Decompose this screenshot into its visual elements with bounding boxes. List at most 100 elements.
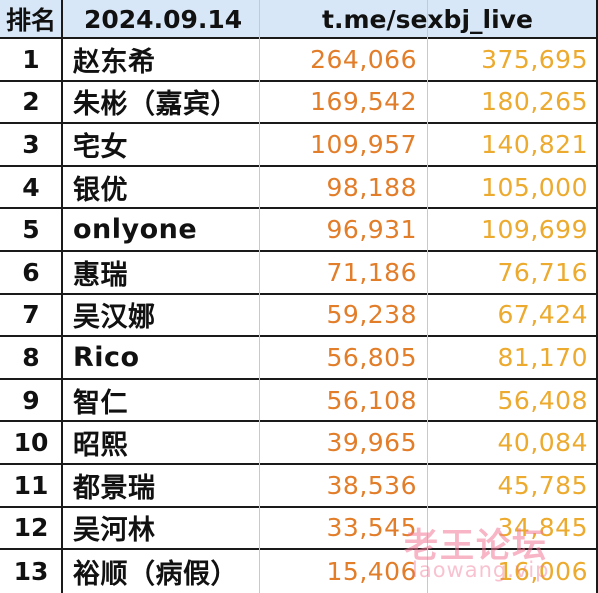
table-row: 6 惠瑞 71,186 76,716 <box>0 252 598 295</box>
streamer-name-cell: 智仁 <box>62 380 259 421</box>
value-primary: 96,931 <box>326 215 417 245</box>
value-secondary: 67,424 <box>497 300 588 330</box>
value-secondary: 40,084 <box>497 428 588 458</box>
value-secondary-cell: 105,000 <box>427 167 598 208</box>
streamer-name: 赵东希 <box>73 46 156 78</box>
value-primary: 264,066 <box>310 44 417 74</box>
value-primary-cell: 98,188 <box>259 167 427 208</box>
rank-number: 1 <box>22 44 40 74</box>
table-row: 10 昭熙 39,965 40,084 <box>0 422 598 465</box>
value-primary: 38,536 <box>326 470 417 500</box>
rank-number: 4 <box>22 172 40 202</box>
rank-number-cell: 9 <box>0 380 62 421</box>
value-primary: 39,965 <box>326 428 417 458</box>
streamer-name: 吴汉娜 <box>73 302 156 334</box>
streamer-name-cell: Rico <box>62 337 259 378</box>
table-row: 13 裕顺（病假） 15,406 16,006 <box>0 550 598 593</box>
rank-number-cell: 3 <box>0 124 62 165</box>
table-row: 2 朱彬（嘉宾） 169,542 180,265 <box>0 82 598 125</box>
value-secondary: 45,785 <box>497 470 588 500</box>
value-primary-cell: 33,545 <box>259 508 427 549</box>
value-primary-cell: 15,406 <box>259 550 427 593</box>
value-secondary-cell: 67,424 <box>427 295 598 336</box>
rank-number-cell: 13 <box>0 550 62 593</box>
streamer-name-cell: 银优 <box>62 167 259 208</box>
value-secondary-cell: 45,785 <box>427 465 598 506</box>
rank-number: 10 <box>13 428 49 458</box>
streamer-name: Rico <box>73 341 140 373</box>
value-primary-cell: 56,108 <box>259 380 427 421</box>
value-primary-cell: 96,931 <box>259 209 427 250</box>
value-secondary: 34,845 <box>497 513 588 543</box>
rank-number-cell: 12 <box>0 508 62 549</box>
table-row: 5 onlyone 96,931 109,699 <box>0 209 598 252</box>
value-secondary: 180,265 <box>481 87 588 117</box>
streamer-name: 朱彬（嘉宾） <box>73 89 238 121</box>
value-primary-cell: 169,542 <box>259 82 427 123</box>
table-row: 3 宅女 109,957 140,821 <box>0 124 598 167</box>
value-primary: 56,805 <box>326 342 417 372</box>
value-secondary: 56,408 <box>497 385 588 415</box>
column-divider-value <box>427 0 428 593</box>
value-secondary: 16,006 <box>497 556 588 586</box>
streamer-name: 智仁 <box>73 387 128 419</box>
rank-number: 8 <box>22 342 40 372</box>
table-row: 11 都景瑞 38,536 45,785 <box>0 465 598 508</box>
streamer-name: 宅女 <box>73 131 128 163</box>
table-row: 1 赵东希 264,066 375,695 <box>0 39 598 82</box>
streamer-name: 裕顺（病假） <box>73 558 238 590</box>
rank-number-cell: 11 <box>0 465 62 506</box>
value-primary-cell: 71,186 <box>259 252 427 293</box>
table-row: 12 吴河林 33,545 34,845 <box>0 508 598 551</box>
streamer-name-cell: 惠瑞 <box>62 252 259 293</box>
table-row: 4 银优 98,188 105,000 <box>0 167 598 210</box>
value-secondary: 109,699 <box>481 215 588 245</box>
value-secondary: 105,000 <box>481 172 588 202</box>
value-primary: 109,957 <box>310 129 417 159</box>
header-rank-label: 排名 <box>5 5 56 35</box>
header-date: 2024.09.14 <box>84 5 243 34</box>
rank-number-cell: 2 <box>0 82 62 123</box>
table-row: 7 吴汉娜 59,238 67,424 <box>0 295 598 338</box>
streamer-name: 吴河林 <box>73 515 156 547</box>
value-primary: 98,188 <box>326 172 417 202</box>
streamer-name-cell: 朱彬（嘉宾） <box>62 82 259 123</box>
rank-number-cell: 6 <box>0 252 62 293</box>
value-primary-cell: 38,536 <box>259 465 427 506</box>
streamer-name-cell: onlyone <box>62 209 259 250</box>
rank-number: 9 <box>22 385 40 415</box>
value-primary: 71,186 <box>326 257 417 287</box>
rank-number: 6 <box>22 257 40 287</box>
column-divider-name <box>259 0 260 593</box>
value-secondary-cell: 56,408 <box>427 380 598 421</box>
streamer-name-cell: 宅女 <box>62 124 259 165</box>
value-secondary-cell: 34,845 <box>427 508 598 549</box>
value-secondary: 81,170 <box>497 342 588 372</box>
value-primary-cell: 264,066 <box>259 39 427 80</box>
column-divider-rank <box>61 0 63 593</box>
streamer-name: 昭熙 <box>73 430 128 462</box>
rank-number: 7 <box>22 300 40 330</box>
rank-number-cell: 10 <box>0 422 62 463</box>
value-primary: 59,238 <box>326 300 417 330</box>
rank-number-cell: 4 <box>0 167 62 208</box>
rank-number-cell: 5 <box>0 209 62 250</box>
header-rank-cell: 排名 <box>0 0 62 37</box>
rank-number-cell: 8 <box>0 337 62 378</box>
rank-number-cell: 7 <box>0 295 62 336</box>
table-header: 排名 2024.09.14 t.me/sexbj_live <box>0 0 598 39</box>
streamer-name-cell: 裕顺（病假） <box>62 550 259 593</box>
rank-number: 11 <box>13 470 49 500</box>
rank-number-cell: 1 <box>0 39 62 80</box>
value-secondary: 140,821 <box>481 129 588 159</box>
value-secondary-cell: 180,265 <box>427 82 598 123</box>
value-primary-cell: 59,238 <box>259 295 427 336</box>
value-secondary-cell: 81,170 <box>427 337 598 378</box>
value-primary-cell: 56,805 <box>259 337 427 378</box>
streamer-name-cell: 赵东希 <box>62 39 259 80</box>
value-secondary: 375,695 <box>481 44 588 74</box>
streamer-name-cell: 吴汉娜 <box>62 295 259 336</box>
rank-number: 2 <box>22 87 40 117</box>
value-primary: 56,108 <box>326 385 417 415</box>
